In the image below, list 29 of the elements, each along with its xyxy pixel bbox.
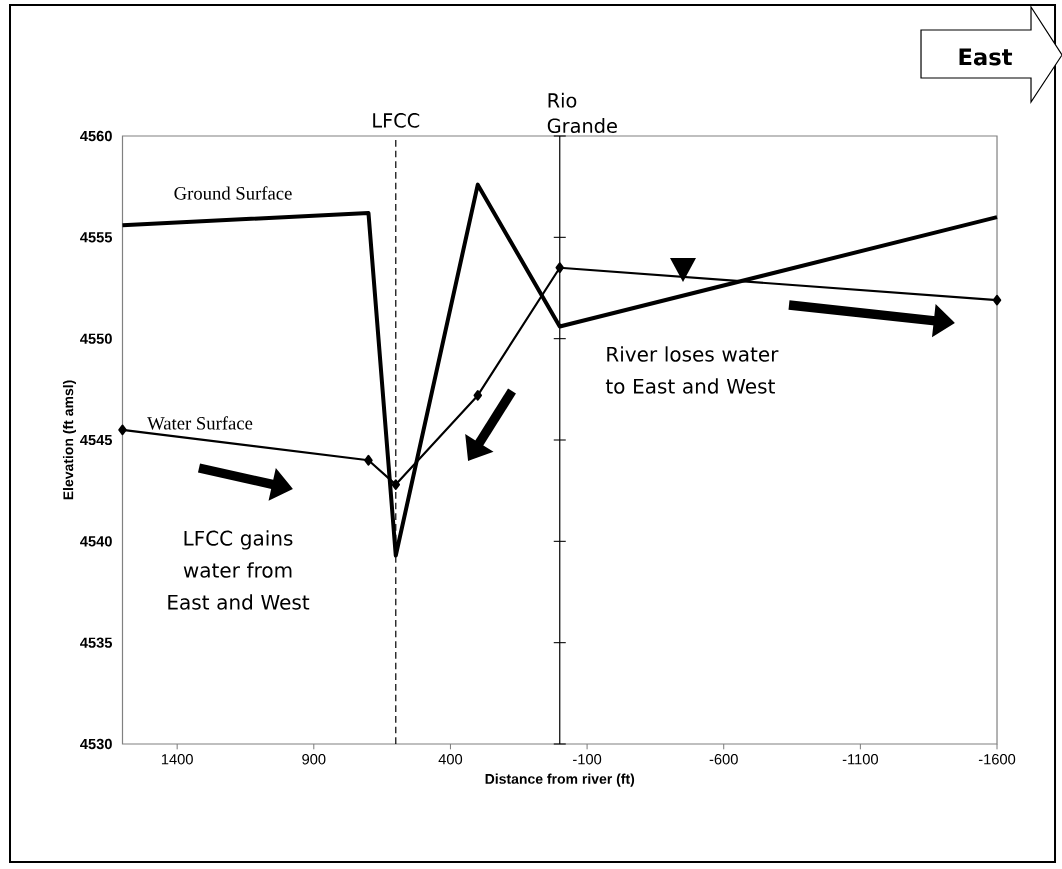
x-axis-title: Distance from river (ft) xyxy=(485,773,635,787)
text: East xyxy=(959,48,1013,66)
y-tick-label: 4540 xyxy=(80,536,112,547)
y-tick-label: 4530 xyxy=(80,738,112,750)
x-tick-label: -1600 xyxy=(978,754,1016,765)
x-tick-label: 900 xyxy=(302,754,326,765)
point xyxy=(364,454,373,466)
ref-line-label: LFCC xyxy=(373,113,420,128)
point xyxy=(992,294,1002,306)
x-tick-label: -600 xyxy=(709,754,738,765)
y-axis-title: Elevation (ft amsl) xyxy=(62,380,77,500)
y-tick-label: 4560 xyxy=(80,130,112,142)
y-tick-label: 4545 xyxy=(80,434,113,446)
x-tick-label: 400 xyxy=(438,754,463,765)
series-label: Ground Surface xyxy=(174,186,292,200)
x-tick-label: 1400 xyxy=(161,754,193,765)
ref-line-label: Rio Grande xyxy=(547,92,617,134)
annotation: LFCC gains water from East and West xyxy=(168,530,310,610)
point xyxy=(473,390,483,401)
point xyxy=(118,424,127,436)
y-tick-label: 4535 xyxy=(80,637,113,648)
y-tick-label: 4550 xyxy=(80,333,112,344)
point xyxy=(391,479,401,490)
annotation: River loses water to East and West xyxy=(605,346,779,394)
point xyxy=(555,262,565,274)
series-label: Water Surface xyxy=(147,416,253,430)
x-tick-label: -100 xyxy=(573,754,602,765)
y-tick-label: 4555 xyxy=(80,232,113,243)
x-tick-label: -1100 xyxy=(842,754,878,765)
